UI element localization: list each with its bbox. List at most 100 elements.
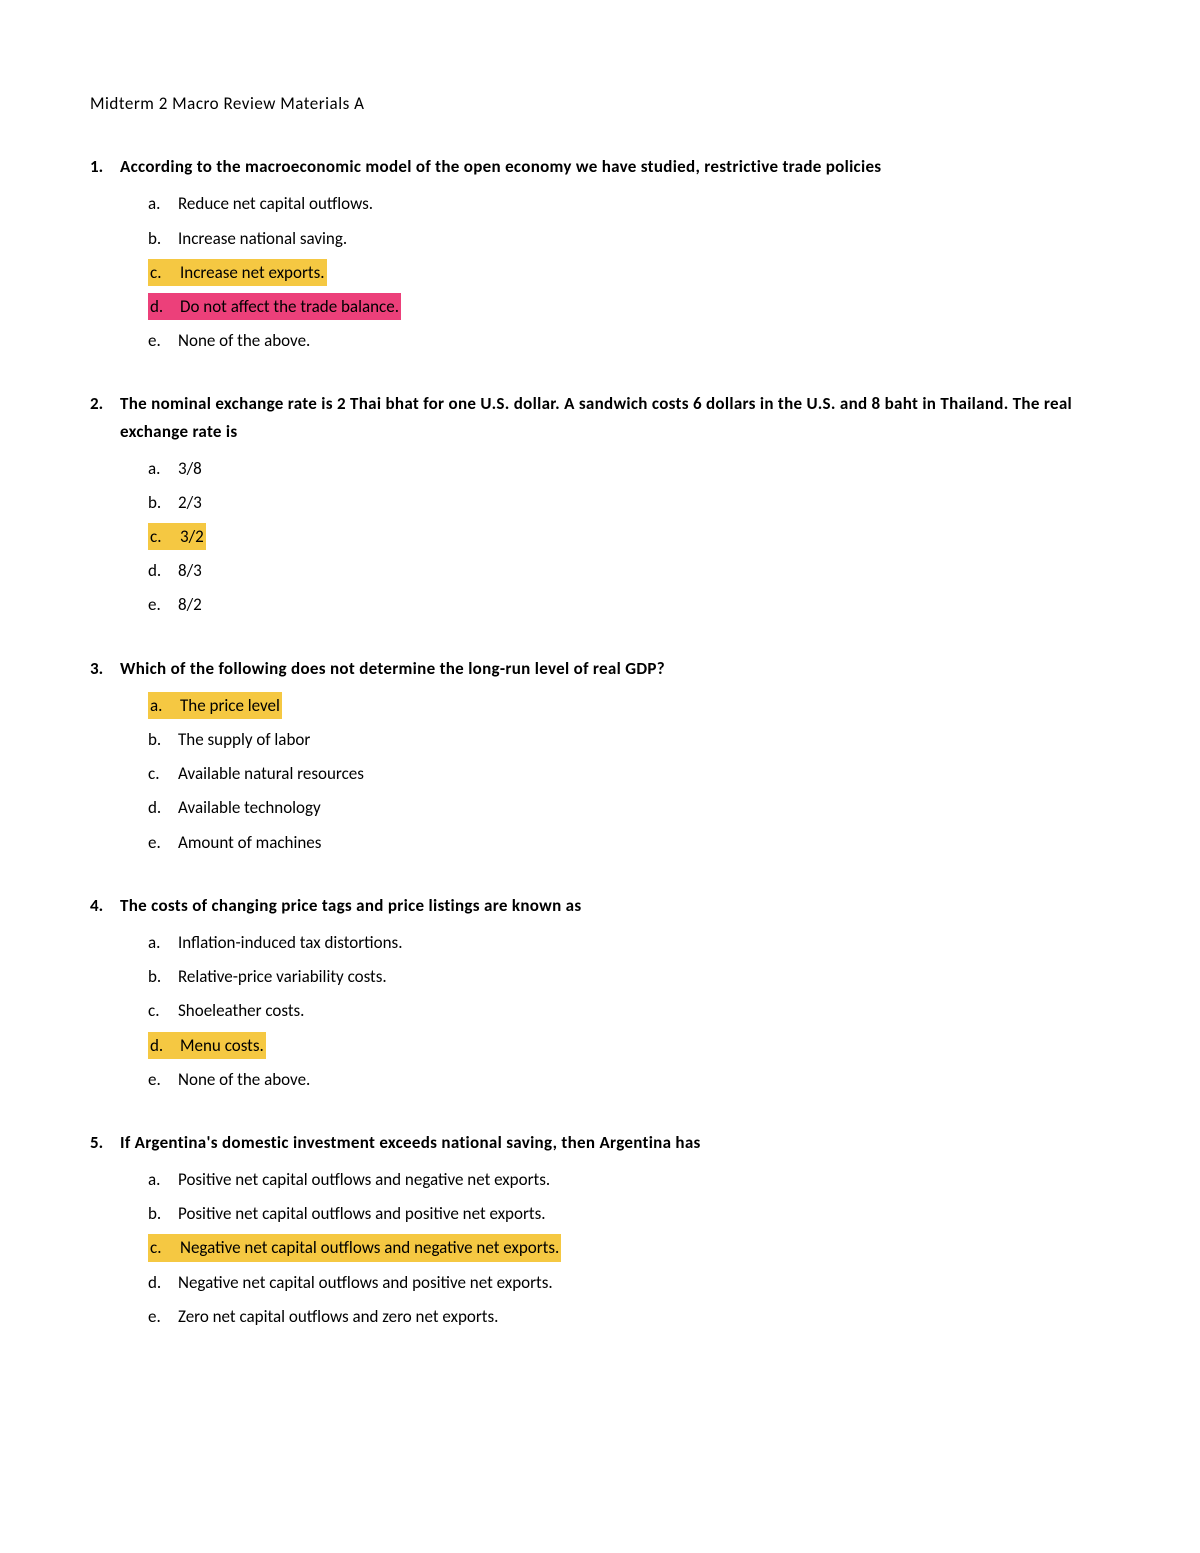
option: c.3/2 [148, 523, 1110, 550]
option-text: 3/8 [178, 455, 1110, 482]
option-letter: c. [148, 259, 178, 286]
option-text: Menu costs. [178, 1032, 266, 1059]
options-list: a.Inflation-induced tax distortions. b.Re… [90, 929, 1110, 1093]
question-number: 2. [90, 390, 120, 444]
option-text: Available natural resources [178, 760, 1110, 787]
option: b.Positive net capital outflows and posi… [148, 1200, 1110, 1227]
option: c.Negative net capital outflows and nega… [148, 1234, 1110, 1261]
option: d.Available technology [148, 794, 1110, 821]
option-text: Do not affect the trade balance. [178, 293, 401, 320]
option-letter: a. [148, 455, 178, 482]
option-text: 8/3 [178, 557, 1110, 584]
option-letter: e. [148, 591, 178, 618]
option-text: The supply of labor [178, 726, 1110, 753]
option: c.Shoeleather costs. [148, 997, 1110, 1024]
option: b.2/3 [148, 489, 1110, 516]
option-letter: b. [148, 1200, 178, 1227]
options-list: a.Reduce net capital outflows.b.Increase… [90, 190, 1110, 354]
option-letter: b. [148, 489, 178, 516]
option-letter: b. [148, 225, 178, 252]
option: d.Menu costs. [148, 1032, 1110, 1059]
option-letter: c. [148, 997, 178, 1024]
option-text: Increase national saving. [178, 225, 1110, 252]
question-text: According to the macroeconomic model of … [120, 153, 1110, 180]
option: c.Increase net exports. [148, 259, 1110, 286]
option: b.The supply of labor [148, 726, 1110, 753]
option-text: Amount of machines [178, 829, 1110, 856]
option-letter: c. [148, 1234, 178, 1261]
option-text: 2/3 [178, 489, 1110, 516]
question-text: If Argentina's domestic investment excee… [120, 1129, 1110, 1156]
document-title: Midterm 2 Macro Review Materials A [90, 90, 1110, 117]
option-text: Positive net capital outflows and negati… [178, 1166, 1110, 1193]
option: e.None of the above. [148, 327, 1110, 354]
option-letter: e. [148, 1066, 178, 1093]
option-letter: a. [148, 190, 178, 217]
option: a.Positive net capital outflows and nega… [148, 1166, 1110, 1193]
question: 5.If Argentina's domestic investment exc… [90, 1129, 1110, 1330]
option: a.The price level [148, 692, 1110, 719]
option-text: Negative net capital outflows and positi… [178, 1269, 1110, 1296]
option-text: 3/2 [178, 523, 206, 550]
option: e.Zero net capital outflows and zero net… [148, 1303, 1110, 1330]
option-letter: d. [148, 1269, 178, 1296]
options-list: a.The price levelb.The supply of laborc.… [90, 692, 1110, 856]
question-line: 2.The nominal exchange rate is 2 Thai bh… [90, 390, 1110, 444]
option-text: Relative-price variability costs. [178, 963, 1110, 990]
option: d.Negative net capital outflows and posi… [148, 1269, 1110, 1296]
question: 1.According to the macroeconomic model o… [90, 153, 1110, 354]
question-number: 1. [90, 153, 120, 180]
question-number: 3. [90, 655, 120, 682]
option-letter: e. [148, 829, 178, 856]
option-text: Zero net capital outflows and zero net e… [178, 1303, 1110, 1330]
question-text: The costs of changing price tags and pri… [120, 892, 1110, 919]
option-text: Reduce net capital outflows. [178, 190, 1110, 217]
question-line: 5.If Argentina's domestic investment exc… [90, 1129, 1110, 1156]
option-letter: c. [148, 523, 178, 550]
option-letter: b. [148, 963, 178, 990]
option-text: None of the above. [178, 327, 1110, 354]
option: a.Inflation-induced tax distortions. [148, 929, 1110, 956]
options-list: a.3/8b.2/3c.3/2d.8/3e.8/2 [90, 455, 1110, 619]
option-text: The price level [178, 692, 282, 719]
questions-container: 1.According to the macroeconomic model o… [90, 153, 1110, 1330]
option-text: Inflation-induced tax distortions. [178, 929, 1110, 956]
question-line: 3.Which of the following does not determ… [90, 655, 1110, 682]
option-letter: a. [148, 1166, 178, 1193]
option: d.8/3 [148, 557, 1110, 584]
option-text: Available technology [178, 794, 1110, 821]
option: a.Reduce net capital outflows. [148, 190, 1110, 217]
option-letter: d. [148, 1032, 178, 1059]
question: 2.The nominal exchange rate is 2 Thai bh… [90, 390, 1110, 618]
question-number: 4. [90, 892, 120, 919]
question-line: 4.The costs of changing price tags and p… [90, 892, 1110, 919]
option-letter: a. [148, 692, 178, 719]
option: a.3/8 [148, 455, 1110, 482]
question-text: Which of the following does not determin… [120, 655, 1110, 682]
option-letter: d. [148, 293, 178, 320]
option: e.8/2 [148, 591, 1110, 618]
option: b.Relative-price variability costs. [148, 963, 1110, 990]
option-text: Positive net capital outflows and positi… [178, 1200, 1110, 1227]
option: e.Amount of machines [148, 829, 1110, 856]
option-text: Shoeleather costs. [178, 997, 1110, 1024]
question-line: 1.According to the macroeconomic model o… [90, 153, 1110, 180]
option-letter: e. [148, 327, 178, 354]
option: e.None of the above. [148, 1066, 1110, 1093]
option-text: None of the above. [178, 1066, 1110, 1093]
option-letter: d. [148, 557, 178, 584]
question: 3.Which of the following does not determ… [90, 655, 1110, 856]
option-text: Increase net exports. [178, 259, 327, 286]
question-number: 5. [90, 1129, 120, 1156]
options-list: a.Positive net capital outflows and nega… [90, 1166, 1110, 1330]
option-letter: c. [148, 760, 178, 787]
question-text: The nominal exchange rate is 2 Thai bhat… [120, 390, 1110, 444]
option: d.Do not affect the trade balance. [148, 293, 1110, 320]
option-text: 8/2 [178, 591, 1110, 618]
option-letter: b. [148, 726, 178, 753]
option-letter: d. [148, 794, 178, 821]
option-text: Negative net capital outflows and negati… [178, 1234, 561, 1261]
option: b.Increase national saving. [148, 225, 1110, 252]
question: 4.The costs of changing price tags and p… [90, 892, 1110, 1093]
option: c.Available natural resources [148, 760, 1110, 787]
